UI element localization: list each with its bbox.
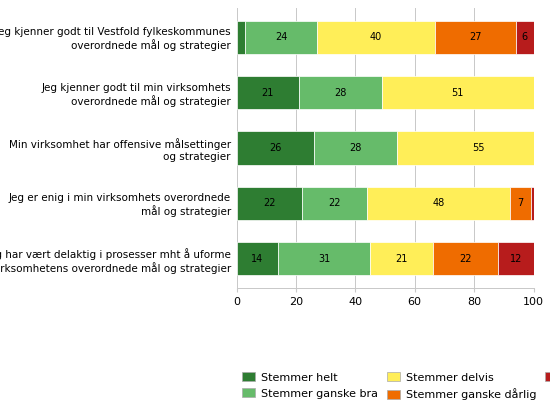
Text: 24: 24 xyxy=(275,32,287,42)
Bar xyxy=(236,187,302,220)
Bar xyxy=(278,242,370,275)
Text: 51: 51 xyxy=(452,88,464,98)
Text: 22: 22 xyxy=(459,254,471,264)
Text: 22: 22 xyxy=(328,198,341,208)
Text: 12: 12 xyxy=(509,254,522,264)
Text: 27: 27 xyxy=(469,32,482,42)
Bar xyxy=(432,242,498,275)
Text: 22: 22 xyxy=(263,198,276,208)
Bar xyxy=(245,21,317,54)
Bar xyxy=(302,187,367,220)
Text: 55: 55 xyxy=(472,143,485,153)
Legend: Stemmer helt, Stemmer ganske bra, Stemmer delvis, Stemmer ganske dårlig, Stemmer: Stemmer helt, Stemmer ganske bra, Stemme… xyxy=(242,372,550,400)
Bar xyxy=(382,76,534,109)
Bar xyxy=(236,21,245,54)
Text: 40: 40 xyxy=(370,32,382,42)
Bar xyxy=(498,242,534,275)
Bar xyxy=(534,76,550,109)
Bar xyxy=(299,76,382,109)
Text: 6: 6 xyxy=(521,32,527,42)
Text: 26: 26 xyxy=(269,143,281,153)
Bar xyxy=(317,21,436,54)
Text: 14: 14 xyxy=(251,254,263,264)
Text: 31: 31 xyxy=(318,254,330,264)
Text: 21: 21 xyxy=(261,88,274,98)
Bar xyxy=(370,242,432,275)
Text: 21: 21 xyxy=(395,254,408,264)
Bar xyxy=(397,131,550,165)
Bar xyxy=(236,76,299,109)
Bar xyxy=(531,187,534,220)
Bar xyxy=(436,21,516,54)
Bar xyxy=(236,131,314,165)
Text: 28: 28 xyxy=(334,88,346,98)
Bar xyxy=(314,131,397,165)
Bar xyxy=(236,242,278,275)
Text: 48: 48 xyxy=(432,198,444,208)
Bar xyxy=(367,187,510,220)
Bar xyxy=(516,21,534,54)
Bar xyxy=(510,187,531,220)
Text: 7: 7 xyxy=(517,198,523,208)
Text: 28: 28 xyxy=(349,143,361,153)
